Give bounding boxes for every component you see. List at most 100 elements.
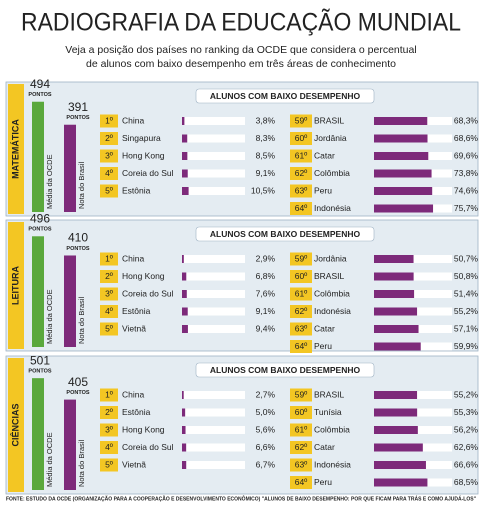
rank: 62º [295,306,308,316]
rank-box [290,270,312,283]
bar [182,443,187,452]
score-value: 494 [30,77,50,91]
source: FONTE: ESTUDO DA OCDE (ORGANIZAÇÃO PARA … [6,494,476,502]
score-value: 410 [68,231,88,245]
rank-box [290,406,312,419]
value-label: 51,4% [454,288,479,298]
rank-box [290,458,312,472]
bar-track [182,187,245,195]
country: Estônia [122,306,151,316]
value-label: 75,7% [454,203,479,213]
score-label: Média da OCDE [45,289,54,344]
country: Catar [314,150,335,160]
rank-box [290,287,312,301]
value-label: 55,2% [454,389,479,399]
rank: 2º [105,271,113,281]
bar [374,443,423,452]
bar [374,391,418,399]
country: Estônia [122,407,151,417]
country: Vietnã [122,459,146,469]
value-label: 56,2% [454,424,479,434]
country: BRASIL [314,115,345,125]
rank-box [290,423,312,437]
bar-track [182,325,245,333]
value-label: 69,6% [454,150,479,160]
subtitle: Veja a posição dos países no ranking da … [65,44,416,56]
value-label: 9,4% [256,323,276,333]
header: ALUNOS COM BAIXO DESEMPENHO [210,91,361,101]
country: Tunísia [314,407,342,417]
header-box [195,362,375,378]
score-bar [64,255,76,347]
bar [374,461,426,469]
value-label: 68,6% [454,133,479,143]
rank-box [290,322,312,336]
rank-box [100,388,118,402]
value-label: 2,7% [256,389,276,399]
bar-track [182,169,245,178]
bar [374,426,418,434]
rank-box [100,441,118,454]
score-label: Nota do Brasil [77,440,86,487]
section-label: CIÊNCIAS [9,403,20,446]
value-label: 5,0% [256,407,276,417]
rank: 4º [105,168,113,178]
score-unit: PONTOS [28,227,51,233]
bar-track [182,290,245,298]
rank: 60º [295,407,308,417]
country: Coreia do Sul [122,168,174,178]
country: Coreia do Sul [122,442,174,452]
bar [182,134,188,143]
score-unit: PONTOS [66,390,89,396]
rank: 5º [105,185,113,195]
rank: 4º [105,442,113,452]
bar [374,204,434,213]
value-label: 57,1% [454,323,479,333]
rank: 61º [295,288,308,298]
rank: 64º [295,477,308,487]
value-label: 66,6% [454,459,479,469]
rank: 61º [295,150,308,160]
rank-box [290,184,312,198]
bar [374,187,433,195]
bar [374,290,415,298]
section-bg [5,355,479,495]
score-unit: PONTOS [66,246,89,252]
rank-box [100,406,118,419]
rank-box [100,270,118,283]
country: BRASIL [314,389,345,399]
bar-track [182,391,245,399]
rank: 60º [295,271,308,281]
value-label: 55,3% [454,407,479,417]
rank: 4º [105,306,113,316]
country: Catar [314,323,335,333]
rank: 63º [295,459,308,469]
bar [374,272,414,281]
rank: 1º [105,389,113,399]
bar [182,307,188,316]
header: ALUNOS COM BAIXO DESEMPENHO [210,229,361,239]
bar [182,169,188,178]
section-tab [8,84,24,214]
country: Indonésia [314,459,351,469]
score-value: 391 [68,100,88,114]
value-label: 6,7% [256,459,276,469]
rank: 2º [105,407,113,417]
bar [374,117,428,125]
country: Coreia do Sul [122,288,174,298]
value-label: 8,5% [256,150,276,160]
rank-box [290,305,312,318]
bar [182,461,187,469]
bar [374,152,429,160]
country: Hong Kong [122,150,165,160]
bar [182,325,188,333]
bar [374,342,421,351]
header: ALUNOS COM BAIXO DESEMPENHO [210,365,361,375]
rank: 59º [295,389,308,399]
rank: 62º [295,442,308,452]
section-label: MATEMÁTICA [10,119,20,179]
rank: 5º [105,323,113,333]
rank: 2º [105,133,113,143]
value-label: 50,8% [454,271,479,281]
value-label: 6,6% [256,442,276,452]
